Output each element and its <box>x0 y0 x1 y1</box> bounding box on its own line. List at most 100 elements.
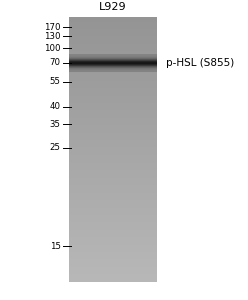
Bar <box>69 64 157 65</box>
Bar <box>69 217 157 218</box>
Bar <box>69 98 157 99</box>
Bar <box>69 208 157 209</box>
Bar <box>69 60 157 61</box>
Bar <box>69 70 157 71</box>
Bar <box>69 65 157 66</box>
Bar <box>69 148 157 149</box>
Bar <box>69 94 157 96</box>
Bar <box>69 191 157 192</box>
Bar <box>69 179 157 181</box>
Bar <box>69 60 157 61</box>
Bar <box>69 144 157 145</box>
Bar <box>69 33 157 34</box>
Bar <box>69 266 157 267</box>
Text: 55: 55 <box>50 77 61 86</box>
Bar <box>69 66 157 67</box>
Bar <box>69 56 157 57</box>
Bar <box>69 274 157 275</box>
Bar <box>69 17 157 19</box>
Bar <box>69 18 157 20</box>
Bar <box>69 166 157 167</box>
Bar <box>69 49 157 50</box>
Bar <box>69 100 157 102</box>
Bar <box>69 40 157 41</box>
Bar <box>69 262 157 264</box>
Bar <box>69 84 157 85</box>
Bar <box>69 153 157 154</box>
Bar <box>69 54 157 55</box>
Bar <box>69 157 157 158</box>
Bar <box>69 59 157 60</box>
Bar <box>69 21 157 22</box>
Bar <box>69 83 157 84</box>
Bar <box>69 55 157 56</box>
Bar <box>69 111 157 112</box>
Bar <box>69 194 157 196</box>
Bar <box>69 58 157 59</box>
Bar <box>69 244 157 245</box>
Bar <box>69 96 157 97</box>
Bar <box>69 45 157 46</box>
Bar <box>69 154 157 155</box>
Bar <box>69 258 157 259</box>
Bar <box>69 56 157 58</box>
Bar <box>69 172 157 173</box>
Bar <box>69 110 157 111</box>
Bar <box>69 63 157 64</box>
Bar <box>69 178 157 180</box>
Bar <box>69 171 157 172</box>
Bar <box>69 62 157 63</box>
Bar <box>69 92 157 93</box>
Bar <box>69 145 157 146</box>
Bar <box>69 272 157 274</box>
Bar <box>69 64 157 65</box>
Bar <box>69 214 157 215</box>
Bar <box>69 180 157 181</box>
Bar <box>69 199 157 200</box>
Bar <box>69 53 157 54</box>
Bar <box>69 241 157 242</box>
Bar <box>69 176 157 177</box>
Bar <box>69 163 157 164</box>
Bar <box>69 58 157 59</box>
Bar <box>69 107 157 108</box>
Bar <box>69 232 157 234</box>
Bar <box>69 37 157 38</box>
Bar <box>69 184 157 185</box>
Bar <box>69 189 157 190</box>
Bar <box>69 260 157 261</box>
Bar <box>69 70 157 72</box>
Bar <box>69 97 157 98</box>
Bar <box>69 67 157 68</box>
Bar <box>69 138 157 139</box>
Bar <box>69 60 157 61</box>
Bar <box>69 228 157 229</box>
Bar <box>69 28 157 29</box>
Bar <box>69 59 157 60</box>
Bar <box>69 57 157 59</box>
Bar <box>69 147 157 148</box>
Bar <box>69 117 157 119</box>
Bar <box>69 76 157 77</box>
Bar <box>69 74 157 75</box>
Bar <box>69 57 157 58</box>
Bar <box>69 229 157 230</box>
Bar <box>69 67 157 68</box>
Bar <box>69 237 157 238</box>
Bar <box>69 261 157 262</box>
Bar <box>69 56 157 57</box>
Text: 130: 130 <box>44 32 61 41</box>
Bar <box>69 190 157 191</box>
Bar <box>69 272 157 273</box>
Bar <box>69 71 157 72</box>
Bar <box>69 73 157 74</box>
Bar <box>69 50 157 51</box>
Bar <box>69 252 157 253</box>
Bar <box>69 56 157 57</box>
Bar <box>69 134 157 135</box>
Bar <box>69 109 157 110</box>
Bar <box>69 106 157 107</box>
Bar <box>69 99 157 100</box>
Bar <box>69 218 157 219</box>
Bar <box>69 202 157 203</box>
